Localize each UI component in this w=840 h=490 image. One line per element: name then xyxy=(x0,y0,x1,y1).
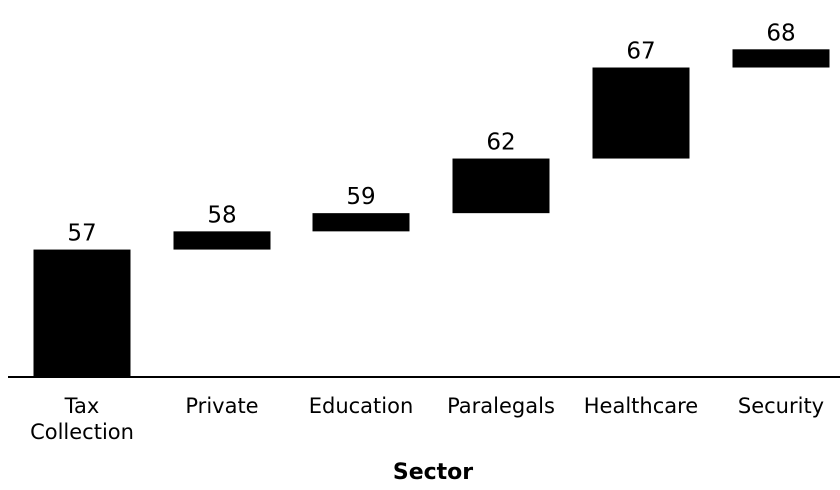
value-label-4: 67 xyxy=(626,39,655,65)
bar-5 xyxy=(732,49,830,68)
value-label-0: 57 xyxy=(67,221,96,247)
value-label-3: 62 xyxy=(486,130,515,156)
bar-1 xyxy=(173,231,271,250)
value-labels-group: 57 58 59 62 67 68 xyxy=(67,20,795,246)
x-axis-title: Sector xyxy=(393,460,473,485)
x-tick-label-0-line-0: Tax xyxy=(64,394,100,418)
x-tick-label-5: Security xyxy=(738,394,824,418)
value-label-5: 68 xyxy=(766,20,795,46)
x-tick-label-2: Education xyxy=(309,394,414,418)
bar-3 xyxy=(452,158,550,214)
x-tick-label-0-line-1: Collection xyxy=(30,420,134,444)
bar-0 xyxy=(33,249,131,377)
x-tick-label-3: Paralegals xyxy=(447,394,555,418)
x-tick-label-1: Private xyxy=(185,394,258,418)
bars-group xyxy=(33,49,830,377)
bar-2 xyxy=(312,213,410,232)
x-tick-label-4: Healthcare xyxy=(584,394,698,418)
bar-4 xyxy=(592,67,690,159)
value-label-2: 59 xyxy=(346,184,375,210)
value-label-1: 58 xyxy=(207,202,236,228)
